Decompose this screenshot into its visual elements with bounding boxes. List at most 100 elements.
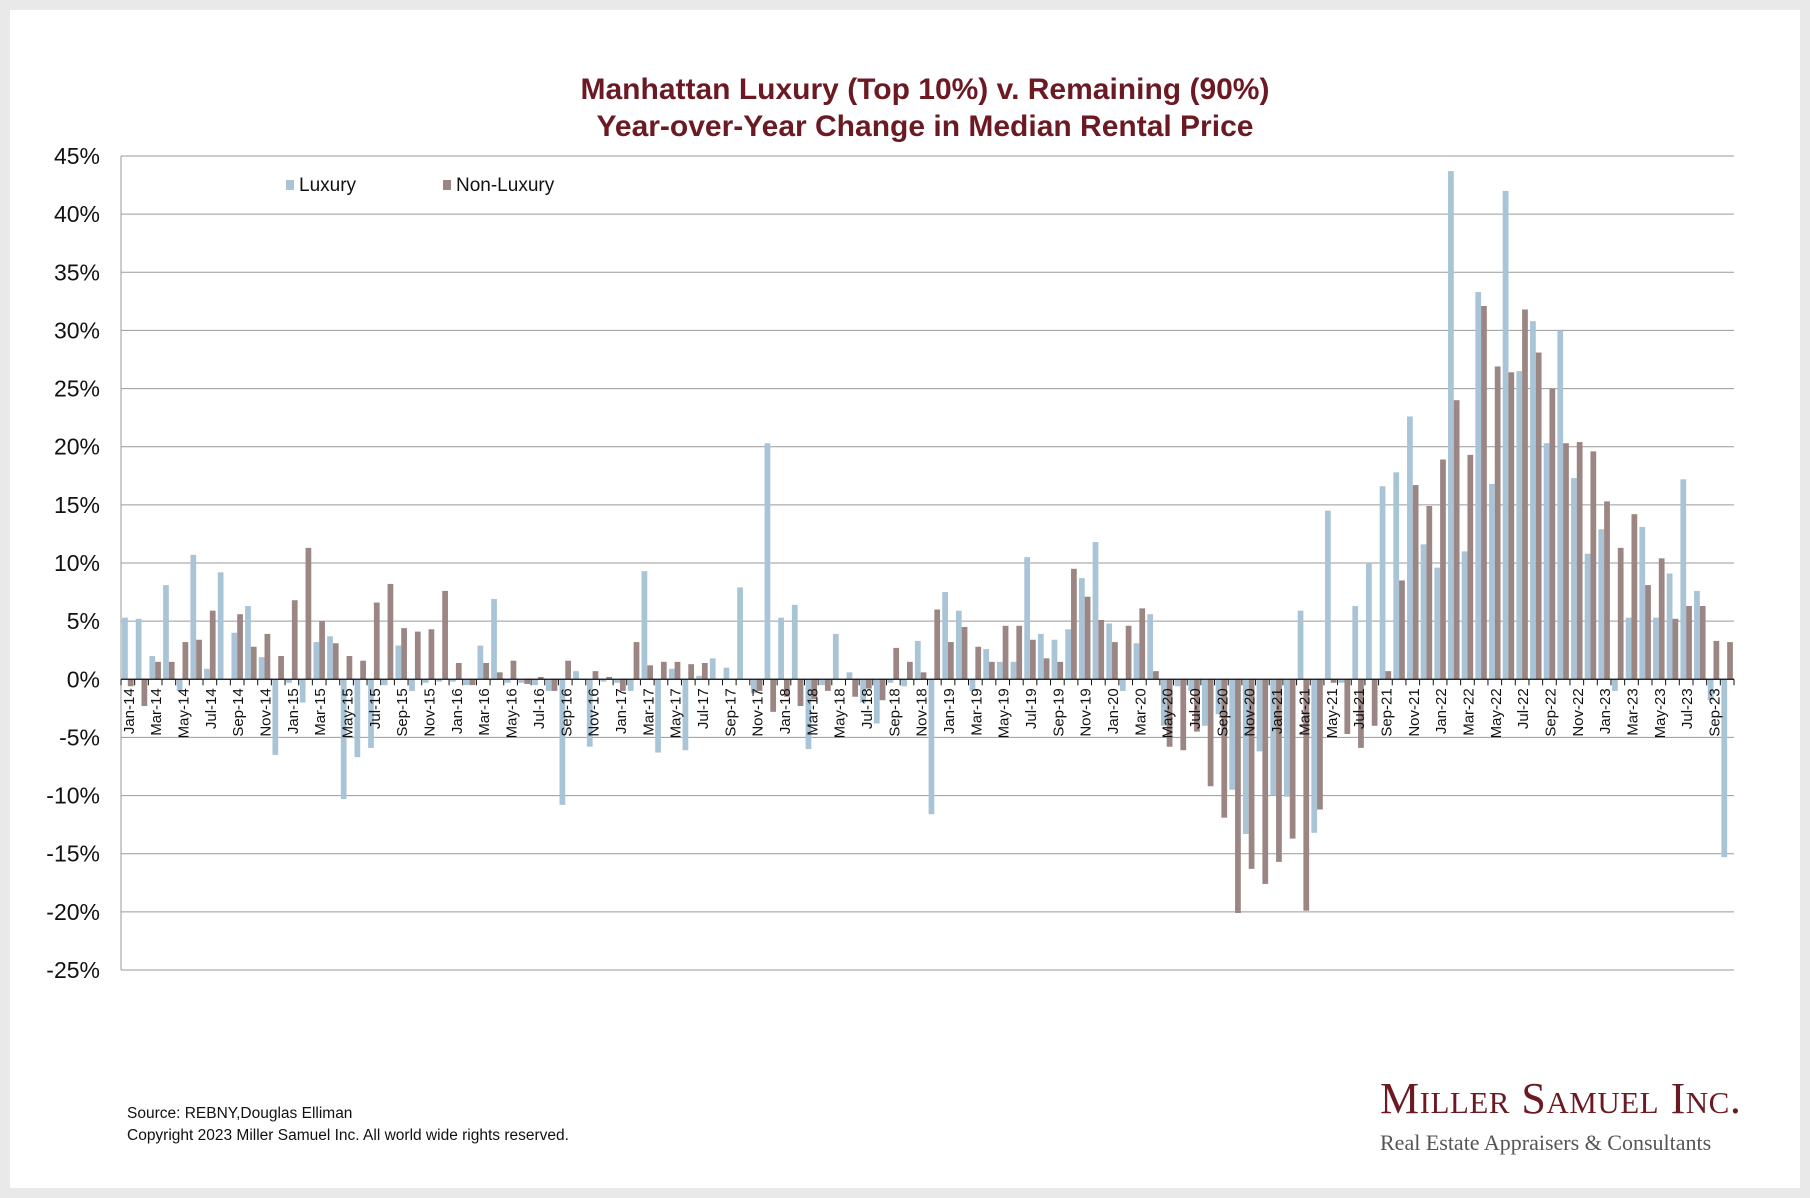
- bar-luxury: [1284, 679, 1290, 797]
- logo-tagline: Real Estate Appraisers & Consultants: [1380, 1130, 1712, 1155]
- bar-luxury: [1420, 544, 1427, 680]
- bar-non-luxury: [989, 661, 995, 680]
- bar-luxury: [573, 671, 579, 680]
- bar-non-luxury: [1549, 388, 1556, 680]
- bar-luxury: [149, 656, 156, 680]
- bar-luxury: [914, 640, 921, 680]
- x-tick-label: Jan-17: [613, 688, 630, 734]
- bar-non-luxury: [1467, 454, 1474, 680]
- bar-non-luxury: [975, 646, 982, 680]
- bar-non-luxury: [606, 676, 613, 680]
- bar-non-luxury: [756, 679, 763, 691]
- bar-non-luxury: [264, 633, 271, 680]
- x-tick-label: Nov-21: [1406, 688, 1423, 736]
- bar-luxury: [887, 679, 894, 683]
- x-tick-label: Jul-18: [859, 688, 876, 729]
- bar-non-luxury: [1235, 679, 1241, 914]
- bar-non-luxury: [168, 661, 175, 680]
- x-tick-label: Jan-20: [1105, 688, 1122, 734]
- legend: Luxury Non-Luxury: [286, 175, 555, 196]
- bar-non-luxury: [1385, 671, 1392, 680]
- x-tick-label: May-21: [1324, 688, 1341, 738]
- bar-luxury: [163, 585, 169, 680]
- bar-non-luxury: [510, 660, 517, 680]
- x-tick-label: Mar-21: [1296, 688, 1313, 736]
- bar-non-luxury: [1494, 366, 1501, 680]
- bar-non-luxury: [1426, 506, 1433, 680]
- bar-non-luxury: [1658, 558, 1665, 680]
- bar-non-luxury: [196, 639, 202, 680]
- x-tick-label: Sep-20: [1214, 688, 1231, 736]
- x-tick-label: Sep-18: [886, 688, 903, 736]
- x-tick-label: Mar-22: [1460, 688, 1477, 736]
- x-axis: [120, 678, 1735, 686]
- bar-non-luxury: [865, 679, 872, 689]
- bar-non-luxury: [1440, 459, 1446, 680]
- bar-non-luxury: [1166, 679, 1173, 747]
- bar-luxury: [1584, 553, 1591, 680]
- bar-non-luxury: [1317, 679, 1323, 810]
- bar-non-luxury: [237, 614, 243, 680]
- bar-non-luxury: [1604, 501, 1610, 680]
- y-tick-label: 45%: [54, 143, 100, 169]
- bar-non-luxury: [1358, 679, 1364, 748]
- bar-non-luxury: [1098, 619, 1105, 680]
- bar-non-luxury: [1453, 400, 1460, 680]
- bar-non-luxury: [332, 643, 339, 680]
- bar-non-luxury: [797, 679, 804, 707]
- bar-non-luxury: [360, 660, 366, 680]
- bar-non-luxury: [1344, 679, 1351, 734]
- bar-luxury: [709, 658, 716, 680]
- bar-luxury: [1502, 190, 1509, 680]
- bar-luxury: [395, 645, 402, 680]
- bar-non-luxury: [1180, 679, 1187, 751]
- bar-non-luxury: [893, 647, 900, 680]
- bar-luxury: [1242, 679, 1249, 834]
- bar-non-luxury: [1399, 580, 1405, 680]
- y-tick-label: 10%: [54, 550, 100, 576]
- bar-luxury: [1639, 526, 1646, 680]
- bar-luxury: [942, 592, 948, 680]
- bar-non-luxury: [948, 642, 954, 680]
- bar-non-luxury: [647, 665, 654, 680]
- x-tick-label: Sep-19: [1050, 688, 1067, 736]
- bar-luxury: [655, 679, 661, 753]
- bar-luxury: [1461, 551, 1468, 680]
- y-tick-label: -25%: [46, 957, 100, 983]
- bar-luxury: [682, 679, 689, 751]
- bar-luxury: [491, 599, 497, 680]
- x-tick-label: Mar-16: [476, 688, 493, 736]
- y-tick-label: -15%: [46, 841, 100, 867]
- x-tick-label: May-14: [176, 688, 193, 738]
- bar-luxury: [1612, 679, 1618, 691]
- bar-luxury: [190, 554, 197, 680]
- x-tick-label: Sep-17: [722, 688, 739, 736]
- bar-luxury: [1475, 292, 1482, 680]
- bar-non-luxury: [674, 661, 681, 680]
- bar-luxury: [1092, 542, 1099, 680]
- bar-luxury: [299, 679, 306, 703]
- bar-luxury: [545, 679, 552, 691]
- x-tick-label: Jul-20: [1187, 688, 1204, 729]
- y-axis-ticks: -25% -20% -15% -10% -5% 0% 5% 10% 15% 20% 25% 30% 35…: [46, 143, 100, 983]
- bar-non-luxury: [1112, 642, 1118, 680]
- x-tick-label: Jul-16: [531, 688, 548, 729]
- bar-non-luxury: [1699, 606, 1706, 680]
- y-tick-label: 20%: [54, 434, 100, 460]
- x-tick-label: Sep-21: [1378, 688, 1395, 736]
- copyright-note: Copyright 2023 Miller Samuel Inc. All wo…: [127, 1127, 569, 1144]
- bar-non-luxury: [770, 679, 777, 712]
- bar-luxury: [463, 679, 470, 686]
- bar-non-luxury: [1248, 679, 1255, 869]
- x-tick-label: May-17: [668, 688, 685, 738]
- legend-swatch-luxury: [286, 180, 294, 190]
- bar-non-luxury: [141, 679, 148, 707]
- x-tick-label: Mar-14: [148, 688, 165, 736]
- bar-luxury: [1625, 617, 1632, 680]
- bar-luxury: [1010, 661, 1017, 680]
- x-tick-label: Jul-23: [1679, 688, 1696, 729]
- bar-luxury: [1338, 679, 1345, 683]
- y-tick-label: 30%: [54, 317, 100, 343]
- bar-luxury: [204, 668, 210, 680]
- x-tick-label: Nov-17: [750, 688, 767, 736]
